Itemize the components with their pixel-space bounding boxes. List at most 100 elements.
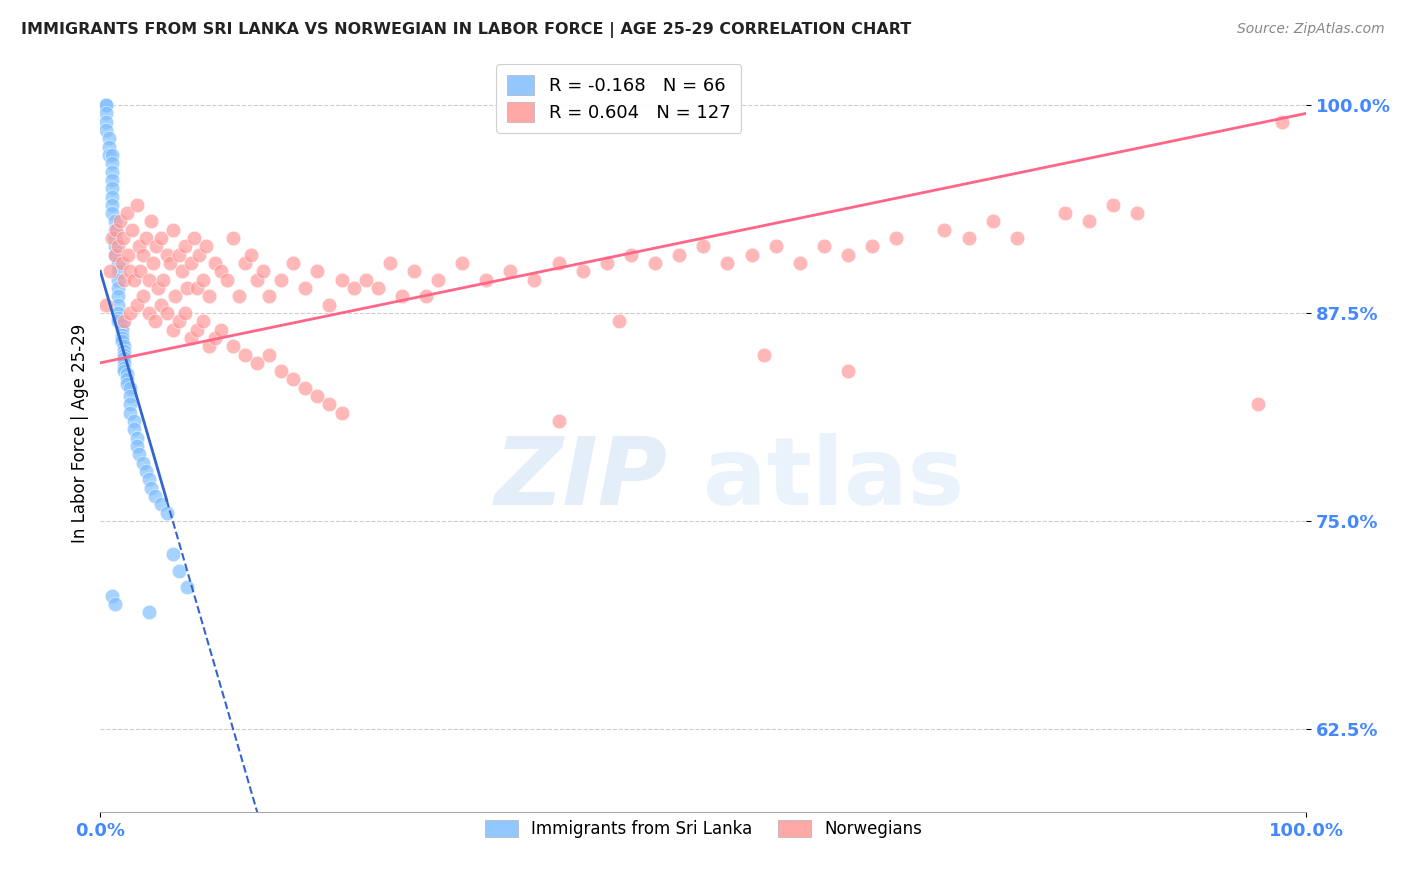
Point xyxy=(173,306,195,320)
Point xyxy=(104,214,127,228)
Point xyxy=(198,339,221,353)
Legend: Immigrants from Sri Lanka, Norwegians: Immigrants from Sri Lanka, Norwegians xyxy=(478,814,929,845)
Point xyxy=(107,314,129,328)
Point xyxy=(138,306,160,320)
Point xyxy=(114,364,136,378)
Point xyxy=(186,281,208,295)
Point xyxy=(668,248,690,262)
Point xyxy=(128,447,150,461)
Point xyxy=(195,239,218,253)
Point xyxy=(148,281,170,295)
Point xyxy=(117,248,139,262)
Point xyxy=(204,331,226,345)
Point xyxy=(198,289,221,303)
Point xyxy=(114,314,136,328)
Point xyxy=(162,223,184,237)
Point xyxy=(101,181,124,195)
Point xyxy=(135,464,157,478)
Point xyxy=(191,314,214,328)
Point xyxy=(172,264,194,278)
Point xyxy=(167,248,190,262)
Point xyxy=(104,239,127,253)
Point xyxy=(837,248,859,262)
Point xyxy=(571,264,593,278)
Point xyxy=(252,264,274,278)
Point xyxy=(233,256,256,270)
Point xyxy=(330,273,353,287)
Point xyxy=(135,231,157,245)
Point xyxy=(115,372,138,386)
Point xyxy=(644,256,666,270)
Point xyxy=(307,264,329,278)
Point xyxy=(114,347,136,361)
Point xyxy=(139,481,162,495)
Point xyxy=(125,439,148,453)
Point xyxy=(176,281,198,295)
Point xyxy=(96,98,118,112)
Point xyxy=(111,318,134,332)
Point xyxy=(209,322,232,336)
Point xyxy=(115,206,138,220)
Point xyxy=(607,314,630,328)
Point xyxy=(101,589,124,603)
Y-axis label: In Labor Force | Age 25-29: In Labor Force | Age 25-29 xyxy=(72,324,89,543)
Point xyxy=(114,344,136,359)
Point xyxy=(1247,397,1270,411)
Point xyxy=(125,297,148,311)
Point xyxy=(215,273,238,287)
Point xyxy=(283,256,305,270)
Point xyxy=(96,123,118,137)
Point xyxy=(547,256,569,270)
Point xyxy=(884,231,907,245)
Point xyxy=(318,297,340,311)
Point xyxy=(108,214,131,228)
Point xyxy=(1102,198,1125,212)
Point xyxy=(122,273,145,287)
Text: atlas: atlas xyxy=(703,433,965,524)
Point xyxy=(330,406,353,420)
Point xyxy=(209,264,232,278)
Point xyxy=(156,248,179,262)
Point xyxy=(115,368,138,382)
Point xyxy=(246,273,269,287)
Point xyxy=(342,281,364,295)
Point xyxy=(138,273,160,287)
Point xyxy=(499,264,522,278)
Point xyxy=(167,314,190,328)
Point xyxy=(112,231,135,245)
Point xyxy=(307,389,329,403)
Point xyxy=(180,256,202,270)
Point xyxy=(391,289,413,303)
Point xyxy=(101,164,124,178)
Point xyxy=(318,397,340,411)
Point xyxy=(246,356,269,370)
Point xyxy=(143,489,166,503)
Point xyxy=(156,506,179,520)
Point xyxy=(240,248,263,262)
Point xyxy=(165,289,187,303)
Point xyxy=(191,273,214,287)
Point xyxy=(367,281,389,295)
Point xyxy=(741,248,763,262)
Point xyxy=(523,273,546,287)
Point xyxy=(111,331,134,345)
Point xyxy=(451,256,474,270)
Point xyxy=(138,605,160,619)
Point xyxy=(107,264,129,278)
Point xyxy=(101,148,124,162)
Point xyxy=(716,256,738,270)
Point xyxy=(96,114,118,128)
Point xyxy=(257,347,280,361)
Point xyxy=(107,281,129,295)
Point xyxy=(162,322,184,336)
Point xyxy=(837,364,859,378)
Point xyxy=(122,414,145,428)
Text: IMMIGRANTS FROM SRI LANKA VS NORWEGIAN IN LABOR FORCE | AGE 25-29 CORRELATION CH: IMMIGRANTS FROM SRI LANKA VS NORWEGIAN I… xyxy=(21,22,911,38)
Point xyxy=(402,264,425,278)
Point xyxy=(173,239,195,253)
Point xyxy=(104,248,127,262)
Point xyxy=(167,564,190,578)
Point xyxy=(813,239,835,253)
Point xyxy=(107,297,129,311)
Point xyxy=(125,431,148,445)
